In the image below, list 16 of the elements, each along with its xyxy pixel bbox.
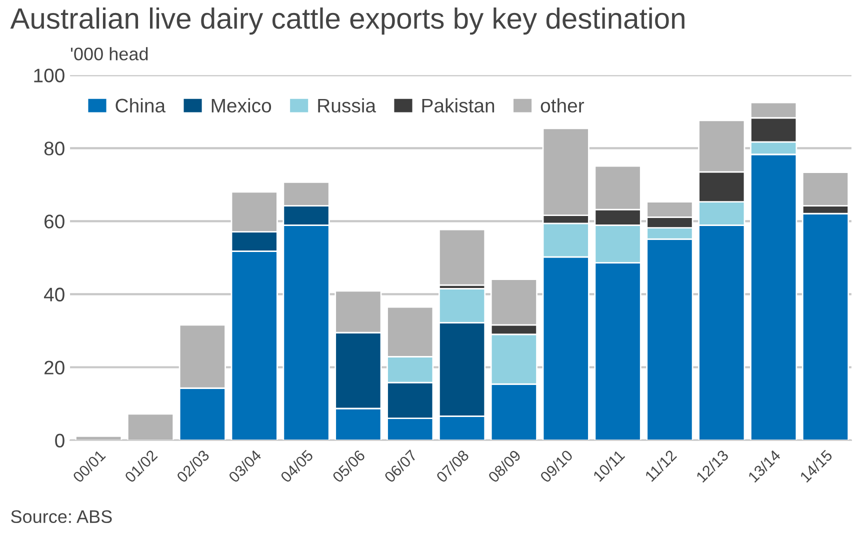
y-tick-label: 60 xyxy=(44,214,64,228)
legend-label: Pakistan xyxy=(422,98,494,113)
source-note: Source: ABS xyxy=(11,510,112,524)
y-tick-label: 100 xyxy=(34,68,64,82)
chart-title: Australian live dairy cattle exports by key destination xyxy=(10,7,684,35)
bar xyxy=(438,228,486,286)
legend-label: Mexico xyxy=(212,98,272,113)
legend-label: other xyxy=(540,98,584,113)
legend-label: Russia xyxy=(318,98,376,113)
y-tick-label: 0 xyxy=(55,434,64,448)
y-tick-label: 80 xyxy=(44,142,64,156)
y-tick-label: 40 xyxy=(44,288,64,302)
y-axis-title: '000 head xyxy=(70,47,148,60)
bar xyxy=(126,413,174,440)
legend-label: China xyxy=(116,98,166,113)
y-tick-label: 20 xyxy=(44,360,64,374)
